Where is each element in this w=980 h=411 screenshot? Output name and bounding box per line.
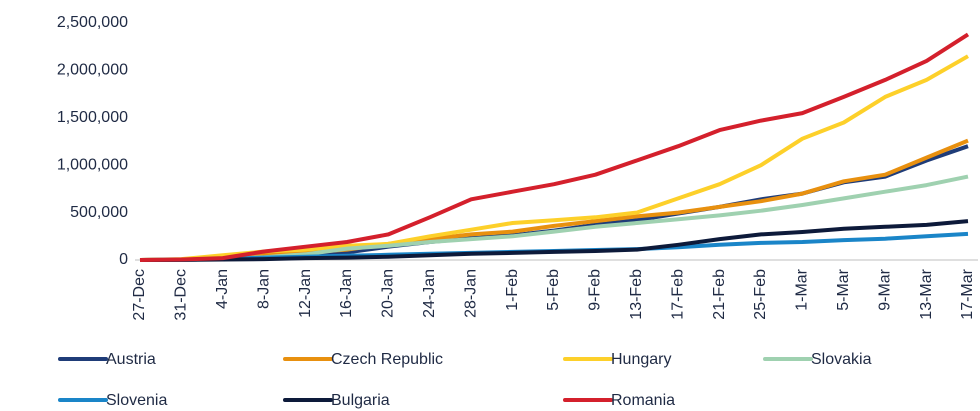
legend-label: Romania <box>611 392 675 409</box>
y-tick-label: 0 <box>119 251 128 268</box>
series-line <box>139 32 970 262</box>
x-tick-label: 25-Feb <box>752 269 769 320</box>
x-tick-label: 13-Mar <box>918 268 935 319</box>
y-tick-label: 2,000,000 <box>57 62 128 79</box>
x-tick-label: 12-Jan <box>297 269 314 318</box>
x-tick-label: 9-Feb <box>587 269 604 311</box>
x-tick-label: 24-Jan <box>421 269 438 318</box>
x-tick-label: 9-Mar <box>876 268 893 310</box>
legend-label: Austria <box>106 351 156 368</box>
x-tick-label: 28-Jan <box>462 269 479 318</box>
y-tick-label: 500,000 <box>70 204 128 221</box>
x-tick-label: 5-Mar <box>835 268 852 310</box>
x-tick-label: 21-Feb <box>711 269 728 320</box>
x-tick-label: 8-Jan <box>255 269 272 309</box>
x-tick-label: 31-Dec <box>173 269 190 321</box>
x-tick-label: 13-Feb <box>628 269 645 320</box>
x-tick-label: 1-Feb <box>504 269 521 311</box>
x-tick-label: 5-Feb <box>545 269 562 311</box>
x-tick-label: 1-Mar <box>794 268 811 310</box>
x-tick-label: 27-Dec <box>131 269 148 321</box>
y-tick-label: 2,500,000 <box>57 14 128 31</box>
series-line <box>139 231 969 262</box>
legend-label: Slovakia <box>811 351 872 368</box>
legend-label: Czech Republic <box>331 351 443 368</box>
x-tick-label: 16-Jan <box>338 269 355 318</box>
y-tick-label: 1,500,000 <box>57 109 128 126</box>
series-line <box>139 219 969 262</box>
legend-label: Slovenia <box>106 392 167 409</box>
series-line <box>139 144 969 262</box>
legend-label: Bulgaria <box>331 392 390 409</box>
x-tick-label: 17-Mar <box>959 268 976 319</box>
x-tick-label: 17-Feb <box>669 269 686 320</box>
legend-label: Hungary <box>611 351 671 368</box>
x-tick-label: 4-Jan <box>214 269 231 309</box>
x-tick-label: 20-Jan <box>380 269 397 318</box>
y-tick-label: 1,000,000 <box>57 156 128 173</box>
